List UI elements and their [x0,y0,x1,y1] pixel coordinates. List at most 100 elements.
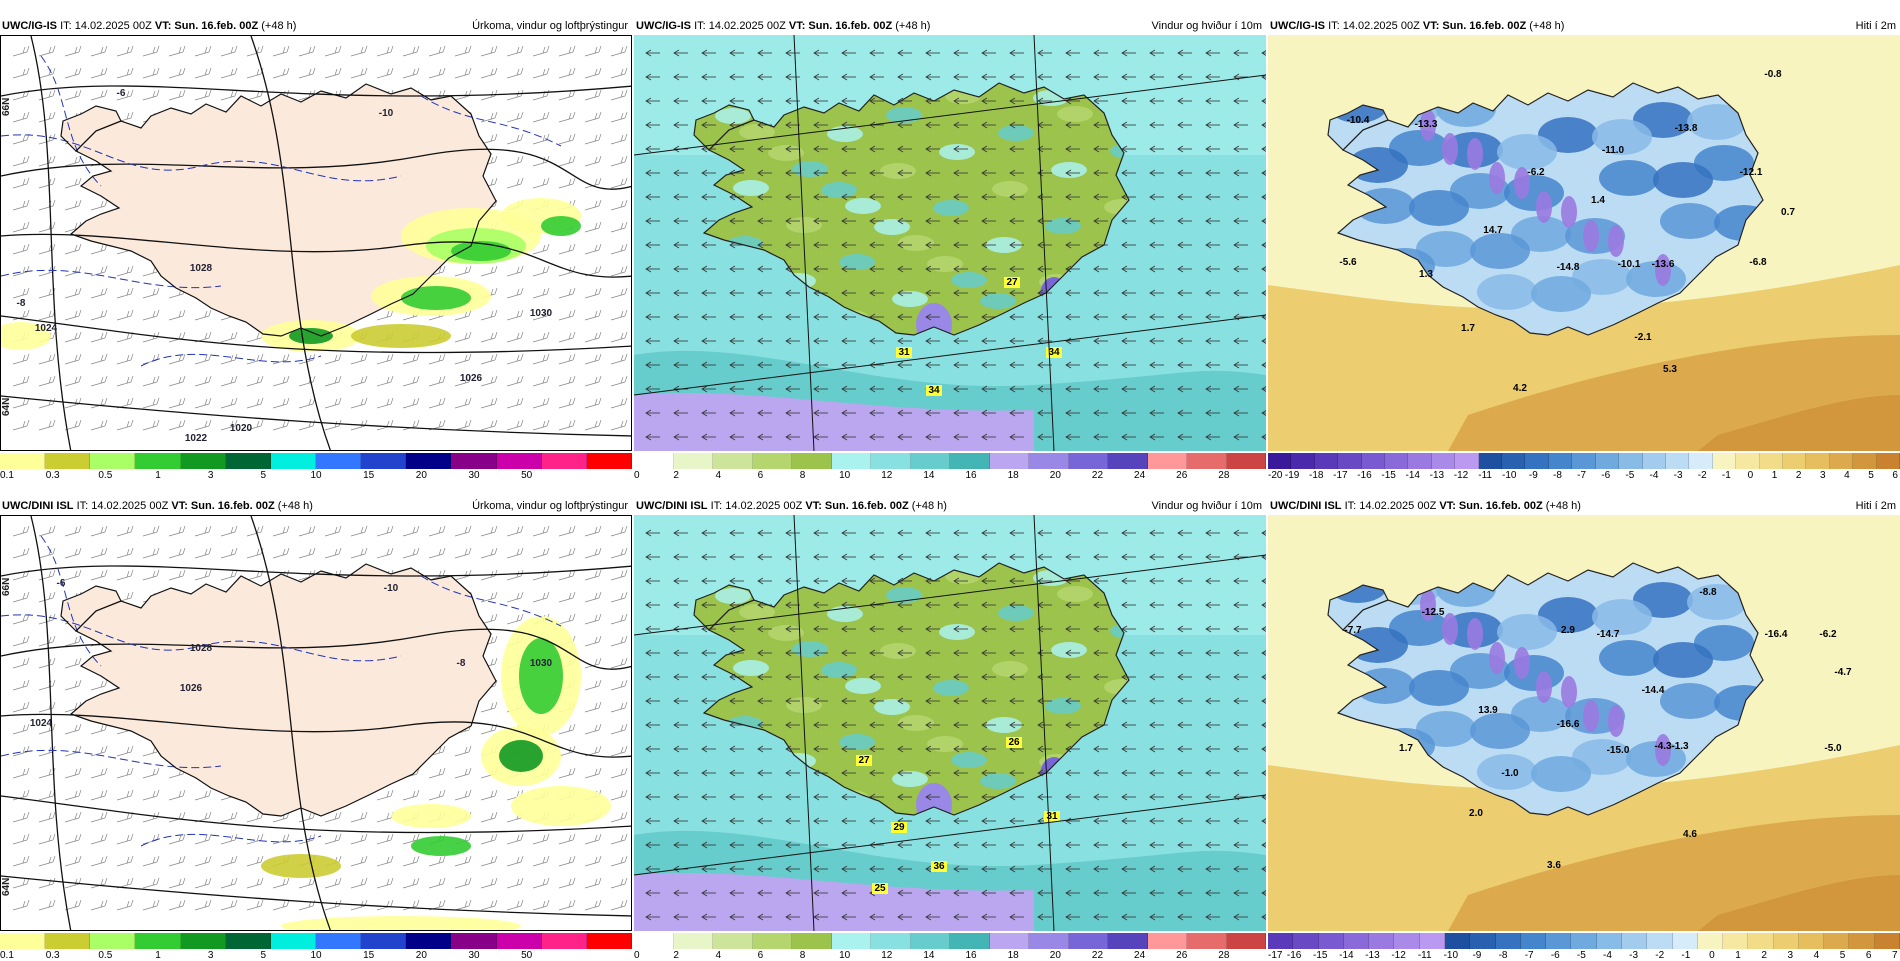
colorbar-swatch [181,453,226,469]
colorbar-swatch [832,933,872,949]
colorbar-tick-label: 50 [521,950,532,961]
map-label: -5.6 [1339,257,1357,268]
colorbar-tick-label: 6 [758,950,764,961]
map-label: -4.7 [1834,667,1852,678]
map-label: 1.3 [1419,269,1433,280]
colorbar-swatch [587,933,632,949]
precip-area [401,286,471,310]
colorbar [634,453,1266,469]
colorbar-swatch [1227,933,1267,949]
map-label: 25 [874,883,886,894]
colorbar-swatch [451,933,496,949]
colorbar-swatch [1187,933,1227,949]
map-label: -8 [17,298,26,309]
colorbar-tick-label: 22 [1092,950,1103,961]
map-label: -15.0 [1607,745,1630,756]
colorbar-tick-label: 2 [1796,470,1802,481]
colorbar-tick-label: -8 [1553,470,1562,481]
colorbar-swatch [1108,453,1148,469]
map-label: 13.9 [1478,705,1498,716]
colorbar-swatch [1148,453,1188,469]
map-label: -13.3 [1415,119,1438,130]
colorbar-tick-label: 20 [416,950,427,961]
colorbar-tick-label: 5 [1868,470,1874,481]
latitude-label: 64N [1,878,12,896]
colorbar-swatch [271,453,316,469]
map-label: 31 [898,347,910,358]
colorbar-swatch [1713,453,1736,469]
colorbar-swatch [1666,453,1689,469]
colorbar-swatch [90,453,135,469]
colorbar-tick-label: 4 [1844,470,1850,481]
valid-time: VT: Sun. 16.feb. 00Z [155,20,258,32]
colorbar-swatch [1445,933,1470,949]
map-label: 1.7 [1461,323,1475,334]
colorbar-tick-label: 6 [1866,950,1872,961]
model-name: UWC/DINI ISL [636,500,708,512]
colorbar-swatch [1723,933,1748,949]
colorbar-tick-label: 50 [521,470,532,481]
colorbar-tick-label: -11 [1418,950,1432,961]
cold-core [1489,642,1505,674]
colorbar-swatch [1315,453,1338,469]
colorbar-swatch [1338,453,1361,469]
lead-time: (+48 h) [261,20,296,32]
colorbar-swatch [1432,453,1455,469]
cold-core [1561,676,1577,708]
map-label: -16.4 [1765,629,1788,640]
colorbar-swatch [634,933,674,949]
colorbar-tick-label: 10 [839,950,850,961]
panel-temp-dini: UWC/DINI ISL IT: 14.02.2025 00Z VT: Sun.… [1268,498,1900,958]
map-label: 3.6 [1547,860,1561,871]
colorbar-tick-label: -4 [1650,470,1659,481]
colorbar-tick-label: 0.3 [46,950,60,961]
map-label: 1024 [30,718,53,729]
colorbar-swatch [135,933,180,949]
colorbar-tick-label: 18 [1008,470,1019,481]
lead-time: (+48 h) [1546,500,1581,512]
colorbar-swatch [1344,933,1369,949]
colorbar-tick-label: 1 [155,950,161,961]
cold-core [1536,191,1552,223]
colorbar-swatch [542,933,587,949]
colorbar-tick-label: -2 [1655,950,1664,961]
map-label: -16.6 [1557,719,1580,730]
colorbar-swatch [0,453,45,469]
colorbar-swatch [1673,933,1698,949]
colorbar-tick-label: -8 [1499,950,1508,961]
map-label: 1.4 [1591,195,1605,206]
panel-precip-igis: UWC/IG-IS IT: 14.02.2025 00Z VT: Sun. 16… [0,18,632,478]
colorbar-tick-label: -17 [1333,470,1347,481]
colorbar-swatch [753,453,793,469]
colorbar-swatch [1502,453,1525,469]
colorbar-tick-label: -13 [1430,470,1444,481]
cold-core [1561,196,1577,228]
lead-time: (+48 h) [1529,20,1564,32]
colorbar-swatch [45,453,90,469]
colorbar-swatch [1597,933,1622,949]
map-label: -6.2 [1527,167,1545,178]
init-time: IT: 14.02.2025 00Z [694,20,786,32]
colorbar-swatch [1525,453,1548,469]
colorbar [1268,453,1900,469]
colorbar-tick-label: 8 [800,950,806,961]
colorbar-tick-label: 20 [416,470,427,481]
panel-title: Hiti í 2m [1856,498,1896,514]
init-time: IT: 14.02.2025 00Z [1345,500,1437,512]
precip-area [541,216,581,236]
colorbar-tick-label: 26 [1176,470,1187,481]
colorbar-swatch [1369,933,1394,949]
colorbar-tick-label: -5 [1577,950,1586,961]
colorbar-tick-label: -7 [1525,950,1534,961]
colorbar-swatch [451,453,496,469]
colorbar-swatch [1420,933,1445,949]
latitude-label: 66N [1,578,12,596]
colorbar-swatch [226,453,271,469]
precip-area [519,638,563,714]
map-label: -10 [384,583,399,594]
colorbar-tick-label: -6 [1551,950,1560,961]
panel-temp-igis: UWC/IG-IS IT: 14.02.2025 00Z VT: Sun. 16… [1268,18,1900,478]
colorbar-tick-label: 5 [261,470,267,481]
